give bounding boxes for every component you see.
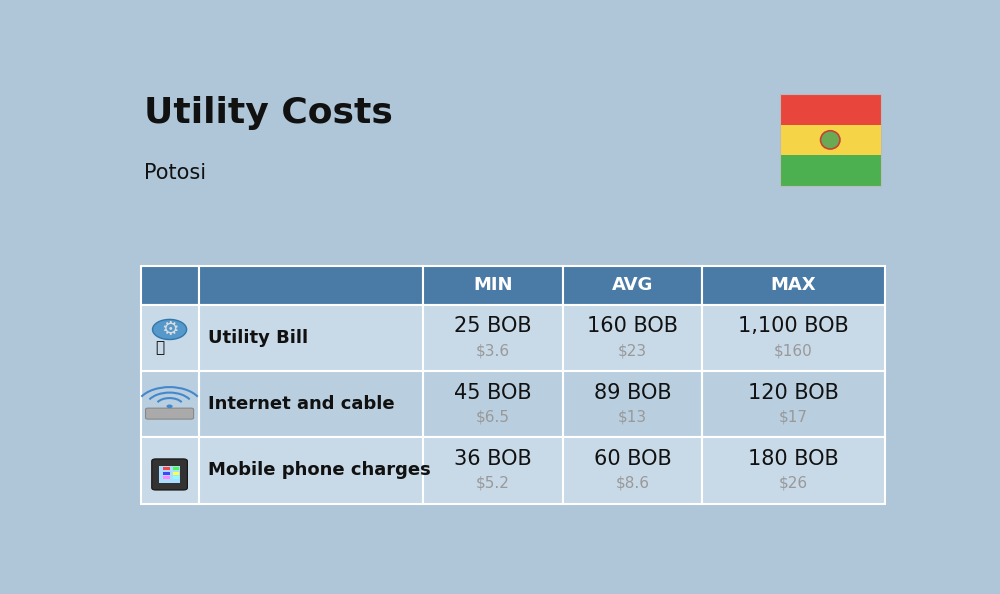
Text: MIN: MIN xyxy=(473,276,513,294)
Text: Mobile phone charges: Mobile phone charges xyxy=(208,462,431,479)
Bar xyxy=(702,266,885,305)
FancyBboxPatch shape xyxy=(146,408,194,419)
Bar xyxy=(140,437,199,504)
Text: MAX: MAX xyxy=(771,276,816,294)
Text: $8.6: $8.6 xyxy=(616,476,650,491)
Bar xyxy=(423,371,563,437)
Bar xyxy=(140,371,199,437)
Text: 89 BOB: 89 BOB xyxy=(594,383,671,403)
Bar xyxy=(702,371,885,437)
Text: $5.2: $5.2 xyxy=(476,476,510,491)
Bar xyxy=(780,125,881,155)
Bar xyxy=(173,467,179,470)
Text: 120 BOB: 120 BOB xyxy=(748,383,839,403)
Bar xyxy=(173,476,179,479)
Bar xyxy=(163,472,170,475)
Text: Utility Bill: Utility Bill xyxy=(208,328,308,347)
Text: 160 BOB: 160 BOB xyxy=(587,316,678,336)
Bar xyxy=(423,266,563,305)
FancyBboxPatch shape xyxy=(152,459,187,490)
Bar xyxy=(163,467,170,470)
Bar xyxy=(140,305,199,371)
Bar xyxy=(163,476,170,479)
Text: 36 BOB: 36 BOB xyxy=(454,449,532,469)
Text: $3.6: $3.6 xyxy=(476,343,510,358)
Ellipse shape xyxy=(821,131,840,149)
Text: Potosi: Potosi xyxy=(144,163,207,183)
Bar xyxy=(423,305,563,371)
Bar xyxy=(563,437,702,504)
Text: 60 BOB: 60 BOB xyxy=(594,449,672,469)
Text: 1,100 BOB: 1,100 BOB xyxy=(738,316,849,336)
Bar xyxy=(140,266,199,305)
Bar xyxy=(702,305,885,371)
Text: $6.5: $6.5 xyxy=(476,409,510,424)
Bar xyxy=(199,437,423,504)
Bar xyxy=(563,305,702,371)
Bar xyxy=(780,94,881,125)
Text: Internet and cable: Internet and cable xyxy=(208,395,395,413)
Text: Utility Costs: Utility Costs xyxy=(144,96,393,131)
Text: $26: $26 xyxy=(779,476,808,491)
Bar xyxy=(423,437,563,504)
Bar xyxy=(173,472,179,475)
Bar xyxy=(199,266,423,305)
Bar xyxy=(702,437,885,504)
Bar xyxy=(199,371,423,437)
Text: 🔌: 🔌 xyxy=(156,340,165,355)
Text: 180 BOB: 180 BOB xyxy=(748,449,839,469)
FancyBboxPatch shape xyxy=(159,466,180,483)
Text: AVG: AVG xyxy=(612,276,653,294)
Circle shape xyxy=(153,320,187,340)
Circle shape xyxy=(166,405,173,408)
Bar xyxy=(563,266,702,305)
Bar xyxy=(780,155,881,185)
Text: $17: $17 xyxy=(779,409,808,424)
Bar xyxy=(563,371,702,437)
Bar xyxy=(780,94,881,185)
Bar xyxy=(199,305,423,371)
Text: 45 BOB: 45 BOB xyxy=(454,383,532,403)
Text: $23: $23 xyxy=(618,343,647,358)
Text: ⚙: ⚙ xyxy=(161,320,178,339)
Text: 25 BOB: 25 BOB xyxy=(454,316,532,336)
Text: $13: $13 xyxy=(618,409,647,424)
Text: $160: $160 xyxy=(774,343,813,358)
